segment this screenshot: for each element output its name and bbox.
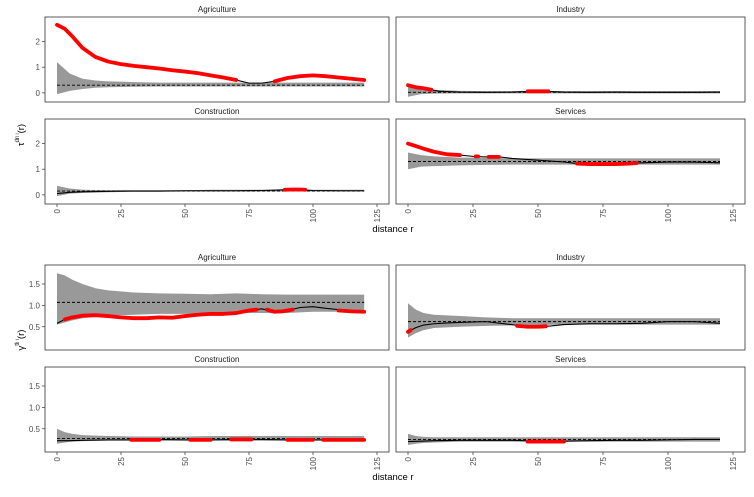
- plot-area: [406, 83, 721, 97]
- significant-segment: [406, 83, 434, 92]
- plot-area: [57, 428, 367, 444]
- plot-area: [406, 303, 721, 338]
- y-axis-title-bottom-sup-rest: i i: [15, 339, 21, 343]
- panel-border: [395, 366, 746, 453]
- y-axis-title-top-base: τ: [16, 142, 27, 146]
- y-axis-title-top: τdri i(r): [15, 124, 27, 146]
- svg-text:τdri i(r): τdri i(r): [15, 124, 27, 146]
- panel-border: [44, 16, 390, 103]
- panel-bottom-industry: Industry: [395, 253, 746, 351]
- envelope-band: [408, 83, 720, 97]
- significant-segment: [575, 161, 639, 166]
- y-tick-label: 1: [36, 63, 41, 72]
- plot-area: [56, 185, 365, 197]
- panel-bottom-services: Services 0 25 50 75 100 125: [395, 355, 746, 470]
- strip-title: Construction: [195, 355, 240, 364]
- y-axis-title-top-tail: (r): [16, 124, 27, 134]
- y-tick-label: 0.5: [29, 323, 41, 332]
- y-axis-title-bottom-base: γ: [16, 345, 27, 350]
- panel-top-services: Services 0 25 50 75 100 125: [395, 107, 746, 222]
- x-tick-label: 50: [534, 208, 543, 217]
- x-axis-title-top: distance r: [372, 224, 413, 235]
- x-tick-label: 25: [469, 208, 478, 217]
- panel-border: [395, 16, 746, 103]
- panel-top-agriculture: Agriculture 0 1 2: [36, 5, 390, 103]
- x-tick-label: 100: [664, 456, 673, 470]
- x-tick-label: 50: [534, 456, 543, 465]
- x-tick-label: 75: [245, 456, 254, 465]
- plot-area: [407, 433, 720, 446]
- x-tick-label: 75: [599, 456, 608, 465]
- panel-bottom-agriculture: Agriculture 0.5 1.0 1.5: [29, 253, 390, 351]
- plot-area: [406, 141, 721, 170]
- significant-segment: [406, 141, 462, 157]
- y-tick-label: 0: [36, 191, 41, 200]
- y-tick-label: 1.0: [29, 301, 41, 310]
- y-tick-label: 1.5: [29, 280, 41, 289]
- significant-segment: [272, 73, 367, 84]
- svg-text:γtli i(r): γtli i(r): [15, 330, 27, 351]
- x-tick-label: 100: [309, 456, 318, 470]
- significant-segment: [515, 323, 548, 329]
- y-tick-label: 2: [36, 140, 41, 149]
- panel-top-industry: Industry: [395, 5, 746, 103]
- y-axis-title-bottom-tail: (r): [16, 330, 27, 340]
- significant-segment: [55, 22, 239, 82]
- envelope-band: [408, 303, 720, 338]
- x-tick-label: 125: [729, 456, 738, 470]
- x-tick-label: 0: [404, 456, 413, 461]
- panel-top-construction: Construction 0 1 2 0 25 50 75 100 125: [36, 107, 390, 222]
- x-tick-label: 125: [373, 208, 382, 222]
- x-tick-label: 75: [245, 208, 254, 217]
- x-tick-label: 25: [117, 208, 126, 217]
- plot-area: [56, 273, 367, 325]
- y-tick-label: 1.5: [29, 382, 41, 391]
- observed-line: [56, 189, 365, 195]
- significant-segment: [336, 308, 367, 314]
- x-tick-label: 50: [181, 208, 190, 217]
- significant-segment: [265, 307, 295, 314]
- significant-segment: [62, 307, 259, 322]
- x-tick-label: 0: [404, 208, 413, 213]
- x-tick-label: 100: [309, 208, 318, 222]
- strip-title: Agriculture: [198, 5, 237, 14]
- strip-title: Construction: [195, 107, 240, 116]
- panel-border: [44, 118, 390, 205]
- strip-title: Services: [555, 355, 586, 364]
- x-tick-label: 25: [469, 456, 478, 465]
- facet-panels: Agriculture 0 1 2 Industry Construction 0 1 2 0 25…: [29, 5, 746, 470]
- x-tick-label: 0: [53, 456, 62, 461]
- y-tick-label: 1: [36, 165, 41, 174]
- panel-border: [44, 264, 390, 351]
- x-tick-label: 125: [729, 208, 738, 222]
- significant-segment: [406, 328, 413, 334]
- y-axis-title-bottom: γtli i(r): [15, 330, 27, 351]
- y-tick-label: 2: [36, 38, 41, 47]
- y-tick-label: 0: [36, 89, 41, 98]
- y-axis-title-bottom-sup: tl: [15, 343, 21, 346]
- strip-title: Services: [555, 107, 586, 116]
- y-axis-title-top-sup: dr: [15, 137, 21, 142]
- strip-title: Industry: [556, 5, 584, 14]
- x-tick-label: 100: [664, 208, 673, 222]
- panel-border: [44, 366, 390, 453]
- x-tick-label: 0: [53, 208, 62, 213]
- panel-border: [395, 264, 746, 351]
- y-tick-label: 1.0: [29, 403, 41, 412]
- x-tick-label: 50: [181, 456, 190, 465]
- envelope-band: [408, 152, 720, 170]
- panel-bottom-construction: Construction 0.5 1.0 1.5 0 25 50 75 100 125: [29, 355, 390, 470]
- x-axis-title-bottom: distance r: [372, 472, 413, 483]
- strip-title: Industry: [556, 253, 584, 262]
- envelope-band: [57, 62, 365, 95]
- x-tick-label: 75: [599, 208, 608, 217]
- strip-title: Agriculture: [198, 253, 237, 262]
- y-tick-label: 0.5: [29, 425, 41, 434]
- x-tick-label: 25: [117, 456, 126, 465]
- x-tick-label: 125: [373, 456, 382, 470]
- panel-border: [395, 118, 746, 205]
- plot-area: [55, 22, 367, 95]
- y-axis-title-top-sup-rest: i i: [15, 133, 21, 137]
